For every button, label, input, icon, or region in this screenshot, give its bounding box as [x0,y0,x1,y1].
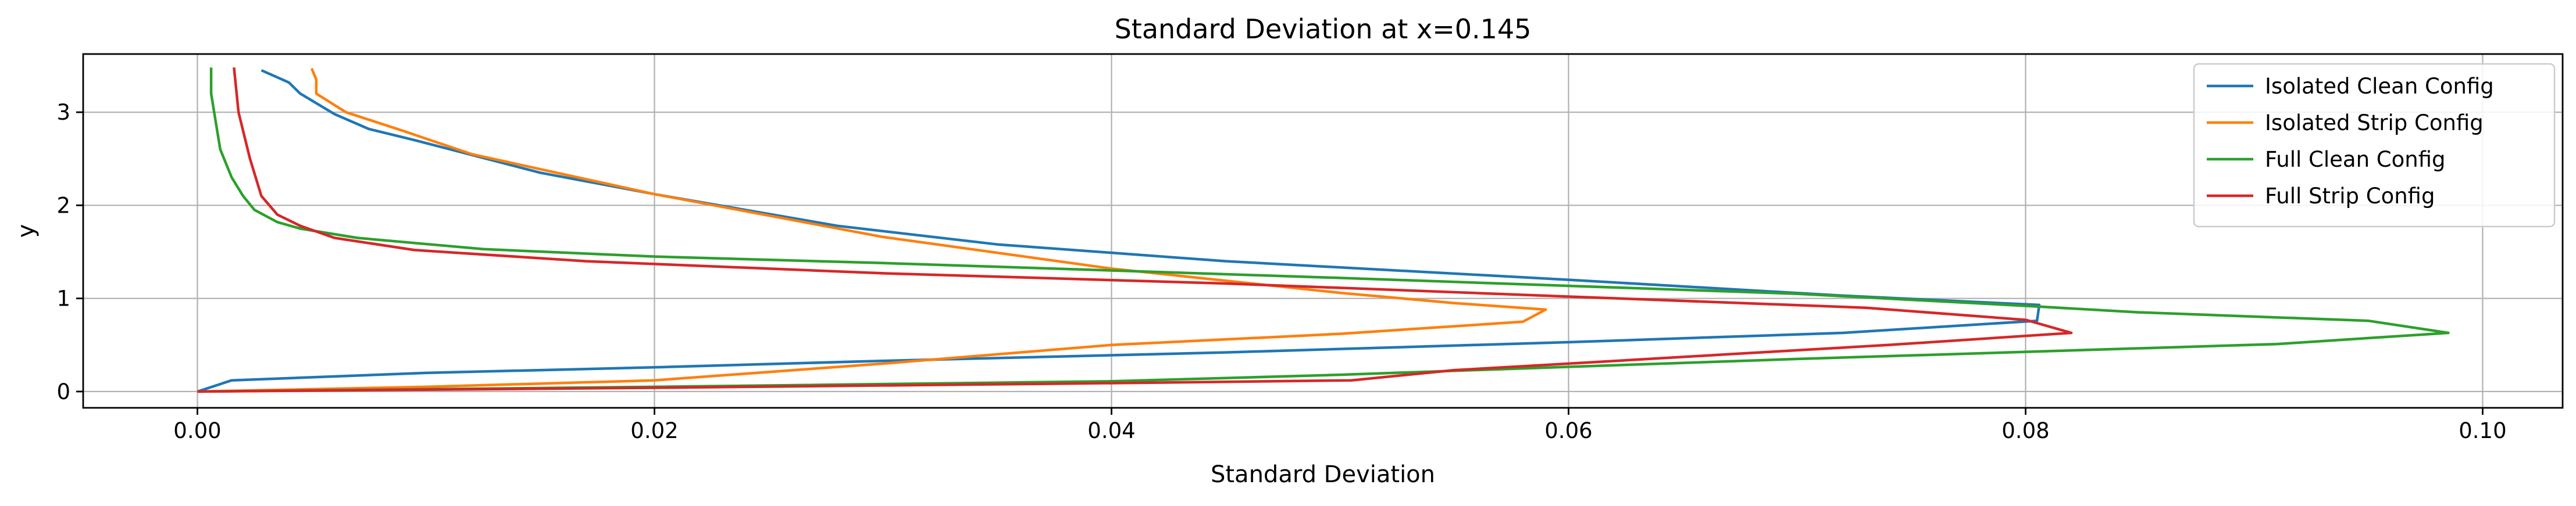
series-line [197,67,2073,393]
legend-label: Full Clean Config [2265,147,2446,172]
x-tick-label: 0.08 [2001,418,2049,443]
x-tick-label: 0.02 [630,418,678,443]
series-line [197,67,1547,393]
y-tick-label: 1 [56,286,70,311]
x-tick-label: 0.06 [1544,418,1592,443]
chart-title: Standard Deviation at x=0.145 [1115,13,1532,45]
series-lines [197,67,2450,393]
x-tick-label: 0.10 [2459,418,2506,443]
legend-box [2193,63,2556,228]
y-tick-label: 0 [56,379,70,404]
legend-label: Isolated Clean Config [2265,74,2494,99]
ticks: 0.00 0.02 0.04 0.06 0.08 0.10 0 1 2 3 [56,100,2506,443]
series-line [197,67,2450,393]
legend-label: Full Strip Config [2265,184,2435,209]
legend: Isolated Clean Config Isolated Strip Conf… [2193,63,2556,228]
y-tick-label: 3 [56,100,70,125]
y-axis-label: y [13,224,40,238]
x-tick-label: 0.00 [173,418,221,443]
axes-frame [82,53,2564,409]
legend-label: Isolated Strip Config [2265,110,2484,135]
x-tick-label: 0.04 [1087,418,1135,443]
x-axis-label: Standard Deviation [1211,461,1435,488]
series-line [197,69,2041,393]
y-tick-label: 2 [56,193,70,218]
